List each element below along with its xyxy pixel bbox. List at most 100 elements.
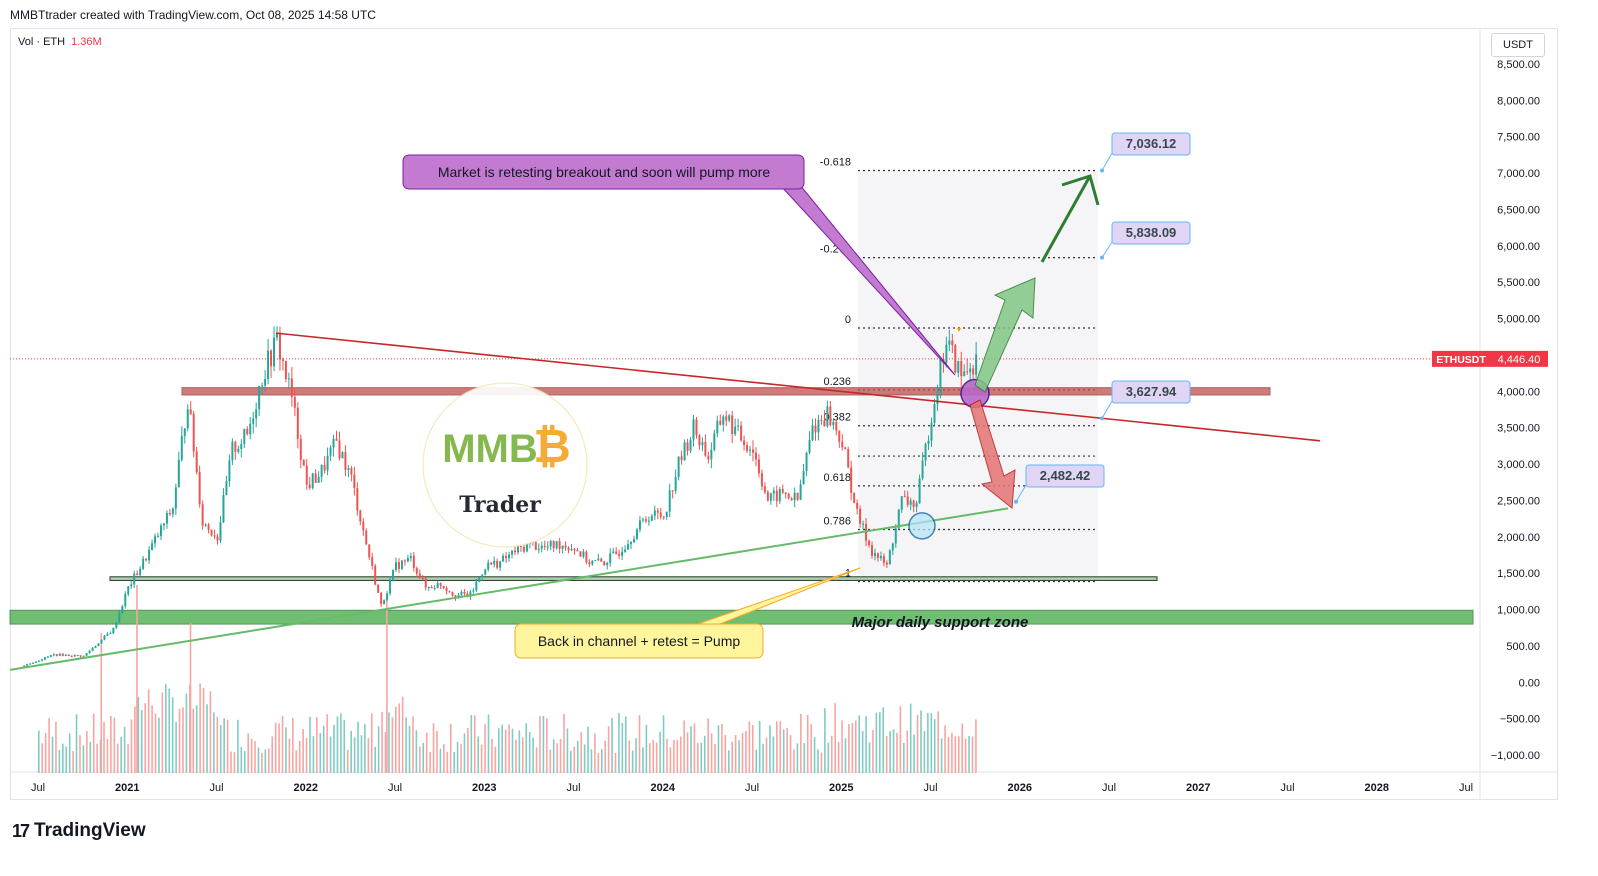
- candle-body: [749, 449, 752, 451]
- candle-body: [769, 493, 772, 501]
- candle-body: [778, 489, 781, 502]
- target-label-text: 3,627.94: [1126, 384, 1177, 399]
- volume-bar: [453, 751, 455, 773]
- candle-body: [772, 490, 775, 494]
- volume-bar: [738, 740, 740, 773]
- volume-bar: [889, 731, 891, 773]
- candle-body: [23, 665, 26, 667]
- candle-body: [127, 586, 130, 594]
- volume-bar: [432, 723, 435, 773]
- volume-bar: [806, 715, 809, 773]
- x-tick-label: 2025: [829, 782, 853, 794]
- volume-bar: [463, 733, 466, 773]
- volume-bar: [391, 717, 394, 773]
- candle-body: [534, 542, 537, 550]
- candle-body: [344, 452, 347, 470]
- volume-bar: [594, 733, 596, 773]
- candle-body: [612, 551, 615, 554]
- volume-bar: [116, 743, 119, 773]
- volume-bar: [491, 738, 493, 773]
- target-anchor-point: [1100, 255, 1104, 260]
- volume-bar: [401, 696, 404, 773]
- candle-body: [957, 361, 960, 373]
- volume-indicator-label[interactable]: Vol · ETH 1.36M: [18, 36, 102, 48]
- candle-body: [353, 474, 356, 489]
- y-tick-label: 4,000.00: [1497, 386, 1540, 398]
- candle-body: [317, 476, 320, 483]
- candle-body: [243, 428, 246, 445]
- volume-bar: [285, 727, 287, 773]
- candle-body: [383, 600, 386, 604]
- tradingview-logo[interactable]: 17 TradingView: [12, 820, 146, 842]
- candle-body: [29, 663, 32, 665]
- volume-bar: [274, 722, 277, 773]
- candle-body: [930, 422, 933, 441]
- candle-body: [430, 586, 433, 589]
- candle-body: [975, 354, 978, 375]
- volume-bar: [206, 704, 208, 773]
- volume-bar: [216, 716, 219, 773]
- candle-body: [91, 647, 94, 651]
- candle-body: [692, 419, 695, 440]
- candle-body: [576, 550, 579, 552]
- candle-body: [933, 404, 936, 423]
- candle-body: [903, 496, 906, 498]
- volume-bar: [425, 732, 428, 773]
- volume-bar: [281, 715, 284, 773]
- y-tick-label: 2,500.00: [1497, 495, 1540, 507]
- candle-body: [722, 416, 725, 425]
- volume-bar: [178, 708, 181, 773]
- candle-body: [734, 426, 737, 435]
- candle-body: [609, 553, 612, 564]
- candle-body: [157, 535, 159, 537]
- candle-body: [859, 508, 862, 524]
- candle-body: [603, 561, 606, 566]
- volume-bar: [511, 728, 514, 773]
- watermark-trader-text: Trader: [459, 492, 541, 518]
- volume-bar: [65, 746, 68, 773]
- candle-body: [552, 541, 555, 549]
- candle-body: [728, 415, 731, 421]
- candle-body: [350, 468, 353, 475]
- callout-bottom-text: Back in channel + retest = Pump: [538, 633, 741, 649]
- candle-body: [368, 544, 371, 558]
- candle-body: [400, 560, 403, 569]
- watermark-letters: MMB: [442, 427, 538, 471]
- candle-body: [775, 490, 778, 502]
- candle-body: [26, 664, 29, 666]
- candle-body: [936, 394, 939, 405]
- candle-body: [302, 459, 305, 466]
- volume-bar: [872, 729, 874, 773]
- volume-bar: [350, 730, 352, 773]
- volume-bar: [237, 719, 239, 773]
- volume-bar: [920, 710, 922, 773]
- candle-body: [888, 550, 891, 565]
- currency-selector[interactable]: USDT: [1491, 33, 1545, 57]
- candle-body: [757, 459, 760, 474]
- target-label-connector: [1101, 400, 1113, 419]
- volume-bar: [192, 708, 195, 773]
- volume-bar: [933, 719, 936, 773]
- candle-body: [130, 584, 133, 587]
- volume-bar: [223, 718, 225, 773]
- volume-bar: [185, 693, 188, 773]
- candle-body: [219, 522, 222, 541]
- volume-bar: [800, 713, 802, 773]
- last-price-tag-text: 4,446.40: [1498, 354, 1541, 366]
- candle-body: [106, 633, 109, 636]
- callout-top-box: [402, 154, 805, 190]
- candle-body: [969, 368, 972, 373]
- candle-body: [183, 428, 186, 436]
- volume-bar: [292, 717, 294, 773]
- volume-bar: [298, 740, 301, 773]
- volume-bar: [467, 727, 469, 773]
- candle-body: [618, 553, 621, 556]
- volume-bar: [971, 736, 974, 773]
- volume-bar: [419, 746, 421, 773]
- candle-body: [207, 524, 210, 530]
- volume-bar: [927, 712, 929, 773]
- target-label-text: 5,838.09: [1126, 225, 1177, 240]
- candle-body: [499, 561, 502, 568]
- volume-bar: [875, 712, 878, 773]
